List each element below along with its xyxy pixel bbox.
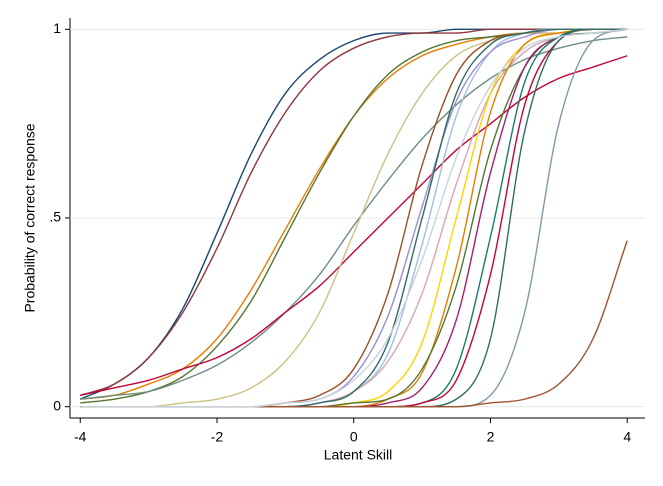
x-axis-label: Latent Skill — [324, 447, 392, 463]
x-tick-label: 2 — [487, 429, 495, 445]
x-tick-label: 4 — [623, 429, 631, 445]
series-line — [80, 28, 628, 397]
x-tick-label: 0 — [350, 429, 358, 445]
y-tick-label: 1 — [53, 20, 61, 36]
y-tick-label: .5 — [49, 209, 61, 225]
y-tick-label: 0 — [53, 397, 61, 413]
series-line — [80, 36, 628, 400]
x-tick-label: -2 — [211, 429, 224, 445]
x-tick-label: -4 — [74, 429, 87, 445]
series-line — [80, 28, 628, 408]
series-line — [80, 240, 628, 408]
y-axis-label: Probability of correct response — [22, 123, 38, 312]
series-line — [80, 28, 628, 408]
